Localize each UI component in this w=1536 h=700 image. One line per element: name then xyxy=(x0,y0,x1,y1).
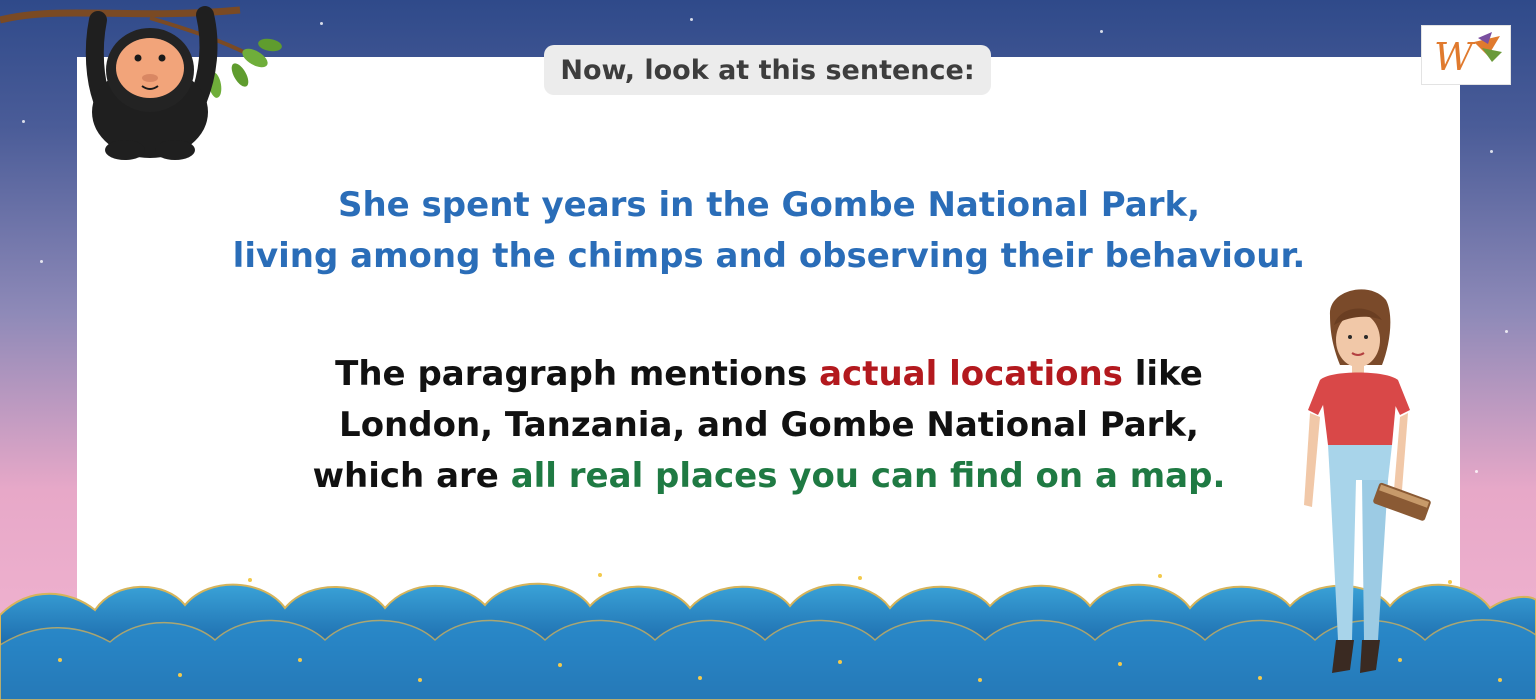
star-decoration xyxy=(1475,470,1478,473)
paragraph-text: like xyxy=(1122,354,1203,394)
highlight-real-places: all real places you can find on a map. xyxy=(510,456,1226,496)
paragraph-text: which are xyxy=(312,456,511,496)
prompt-label: Now, look at this sentence: xyxy=(544,45,991,95)
example-sentence: She spent years in the Gombe National Pa… xyxy=(160,180,1378,282)
star-decoration xyxy=(320,22,323,25)
star-decoration xyxy=(1100,30,1103,33)
paragraph-line-3: which are all real places you can find o… xyxy=(150,451,1388,502)
sentence-line-2: living among the chimps and observing th… xyxy=(232,236,1306,276)
brand-logo: W xyxy=(1421,25,1511,85)
paragraph-line-2: London, Tanzania, and Gombe National Par… xyxy=(339,405,1199,445)
woman-illustration xyxy=(1304,289,1431,673)
sentence-line-1: She spent years in the Gombe National Pa… xyxy=(337,185,1201,225)
star-decoration xyxy=(1505,330,1508,333)
star-decoration xyxy=(40,260,43,263)
monkey-illustration xyxy=(0,6,282,160)
logo-letter: W xyxy=(1434,35,1476,79)
paragraph-line-1: The paragraph mentions actual locations … xyxy=(150,349,1388,400)
cloud-border xyxy=(0,573,1536,700)
star-decoration xyxy=(690,18,693,21)
star-decoration xyxy=(1490,150,1493,153)
star-decoration xyxy=(22,120,25,123)
highlight-actual-locations: actual locations xyxy=(819,354,1123,394)
content-card xyxy=(77,57,1460,657)
explanation-paragraph: The paragraph mentions actual locations … xyxy=(150,349,1388,502)
paragraph-text: The paragraph mentions xyxy=(335,354,820,394)
